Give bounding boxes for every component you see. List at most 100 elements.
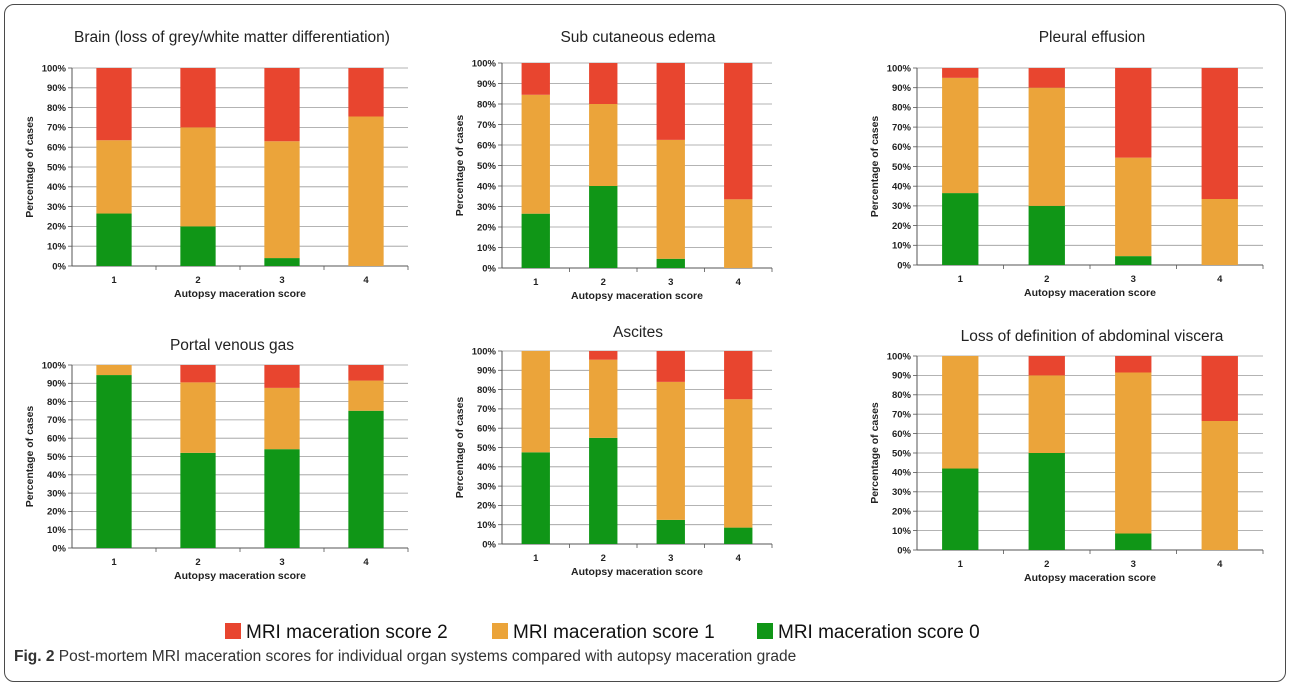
y-tick-label: 30% <box>892 487 912 498</box>
legend-label: MRI maceration score 1 <box>513 622 715 643</box>
chart-panel: Loss of definition of abdominal viscera 0… <box>869 328 1264 584</box>
y-tick-label: 70% <box>47 415 67 426</box>
y-tick-label: 40% <box>47 470 67 481</box>
x-tick-label: 2 <box>1044 559 1049 570</box>
y-tick-label: 60% <box>892 142 912 153</box>
chart-title: Pleural effusion <box>1039 29 1146 46</box>
y-tick-label: 80% <box>477 99 497 110</box>
y-tick-label: 60% <box>477 140 497 151</box>
y-tick-label: 10% <box>477 243 497 254</box>
chart-title: Brain (loss of grey/white matter differe… <box>74 29 390 46</box>
y-tick-label: 100% <box>472 58 497 69</box>
x-tick-label: 1 <box>533 553 539 564</box>
bar-segment <box>942 468 979 550</box>
bar-segment <box>1201 356 1238 421</box>
bar-segment <box>724 527 753 544</box>
bar-segment <box>1115 533 1152 550</box>
x-tick-label: 2 <box>1044 274 1049 285</box>
x-tick-label: 4 <box>363 275 369 286</box>
bar-segment <box>942 68 979 78</box>
y-tick-label: 40% <box>477 462 497 473</box>
bar-segment <box>1201 199 1238 265</box>
y-tick-label: 0% <box>482 263 496 274</box>
y-tick-label: 20% <box>477 501 497 512</box>
x-axis-label: Autopsy maceration score <box>1024 287 1156 299</box>
y-tick-label: 90% <box>47 379 67 390</box>
bar-segment <box>656 63 685 140</box>
x-tick-label: 4 <box>1217 559 1223 570</box>
bar-segment <box>1028 375 1065 453</box>
y-tick-label: 20% <box>892 507 912 518</box>
y-tick-label: 100% <box>887 63 912 74</box>
y-axis-label: Percentage of cases <box>869 402 881 504</box>
bar-segment <box>348 68 384 117</box>
x-tick-label: 3 <box>1131 559 1136 570</box>
y-tick-label: 40% <box>892 182 912 193</box>
y-tick-label: 80% <box>477 385 497 396</box>
y-tick-label: 90% <box>477 366 497 377</box>
bar-segment <box>1115 372 1152 534</box>
y-tick-label: 80% <box>892 390 912 401</box>
bar-segment <box>1028 453 1065 550</box>
bar-segment <box>96 375 132 548</box>
bar-segment <box>1115 356 1152 373</box>
x-axis-label: Autopsy maceration score <box>174 570 306 582</box>
bar-segment <box>1115 157 1152 257</box>
y-axis-label: Percentage of cases <box>454 397 466 499</box>
y-tick-label: 20% <box>477 222 497 233</box>
y-tick-label: 0% <box>52 543 66 554</box>
y-axis-label: Percentage of cases <box>454 115 466 217</box>
bar-segment <box>264 387 300 450</box>
x-axis-label: Autopsy maceration score <box>571 566 703 578</box>
x-tick-label: 1 <box>111 275 117 286</box>
x-tick-label: 2 <box>195 557 200 568</box>
y-tick-label: 70% <box>892 410 912 421</box>
legend: MRI maceration score 2 MRI maceration sco… <box>225 622 980 643</box>
bar-segment <box>589 359 618 438</box>
bar-segment <box>1115 256 1152 265</box>
caption-text: Post-mortem MRI maceration scores for in… <box>58 648 797 665</box>
y-tick-label: 60% <box>477 424 497 435</box>
bar-segment <box>942 193 979 265</box>
y-tick-label: 0% <box>897 260 911 271</box>
y-tick-label: 20% <box>47 222 67 233</box>
bar-segment <box>656 258 685 268</box>
bar-segment <box>1028 87 1065 206</box>
chart-title: Loss of definition of abdominal viscera <box>961 328 1224 345</box>
chart-title: Portal venous gas <box>170 337 294 354</box>
x-tick-label: 2 <box>601 277 606 288</box>
y-tick-label: 40% <box>477 181 497 192</box>
bar-segment <box>264 258 300 266</box>
bar-segment <box>348 380 384 411</box>
y-tick-label: 50% <box>892 448 912 459</box>
bar-segment <box>1028 356 1065 376</box>
bar-segment <box>589 351 618 360</box>
bar-segment <box>724 63 753 200</box>
bar-segment <box>521 213 550 268</box>
bar-segment <box>656 351 685 382</box>
y-tick-label: 50% <box>892 162 912 173</box>
y-tick-label: 80% <box>47 397 67 408</box>
bar-segment <box>264 365 300 388</box>
y-axis-label: Percentage of cases <box>869 116 881 218</box>
x-tick-label: 2 <box>601 553 606 564</box>
bar-segment <box>724 399 753 528</box>
x-tick-label: 1 <box>958 274 964 285</box>
chart-title: Sub cutaneous edema <box>560 29 715 46</box>
bar-segment <box>1201 420 1238 550</box>
figure-frame <box>4 4 1286 682</box>
y-tick-label: 90% <box>892 83 912 94</box>
chart-panel: Brain (loss of grey/white matter differe… <box>24 29 409 300</box>
y-tick-label: 10% <box>892 241 912 252</box>
bar-segment <box>180 452 216 548</box>
y-tick-label: 90% <box>477 79 497 90</box>
bar-segment <box>348 116 384 266</box>
y-tick-label: 80% <box>892 103 912 114</box>
bar-segment <box>1028 205 1065 265</box>
y-tick-label: 90% <box>892 371 912 382</box>
charts-layer: Brain (loss of grey/white matter differe… <box>24 29 1264 584</box>
x-tick-label: 1 <box>958 559 964 570</box>
y-tick-label: 30% <box>892 201 912 212</box>
x-tick-label: 4 <box>1217 274 1223 285</box>
